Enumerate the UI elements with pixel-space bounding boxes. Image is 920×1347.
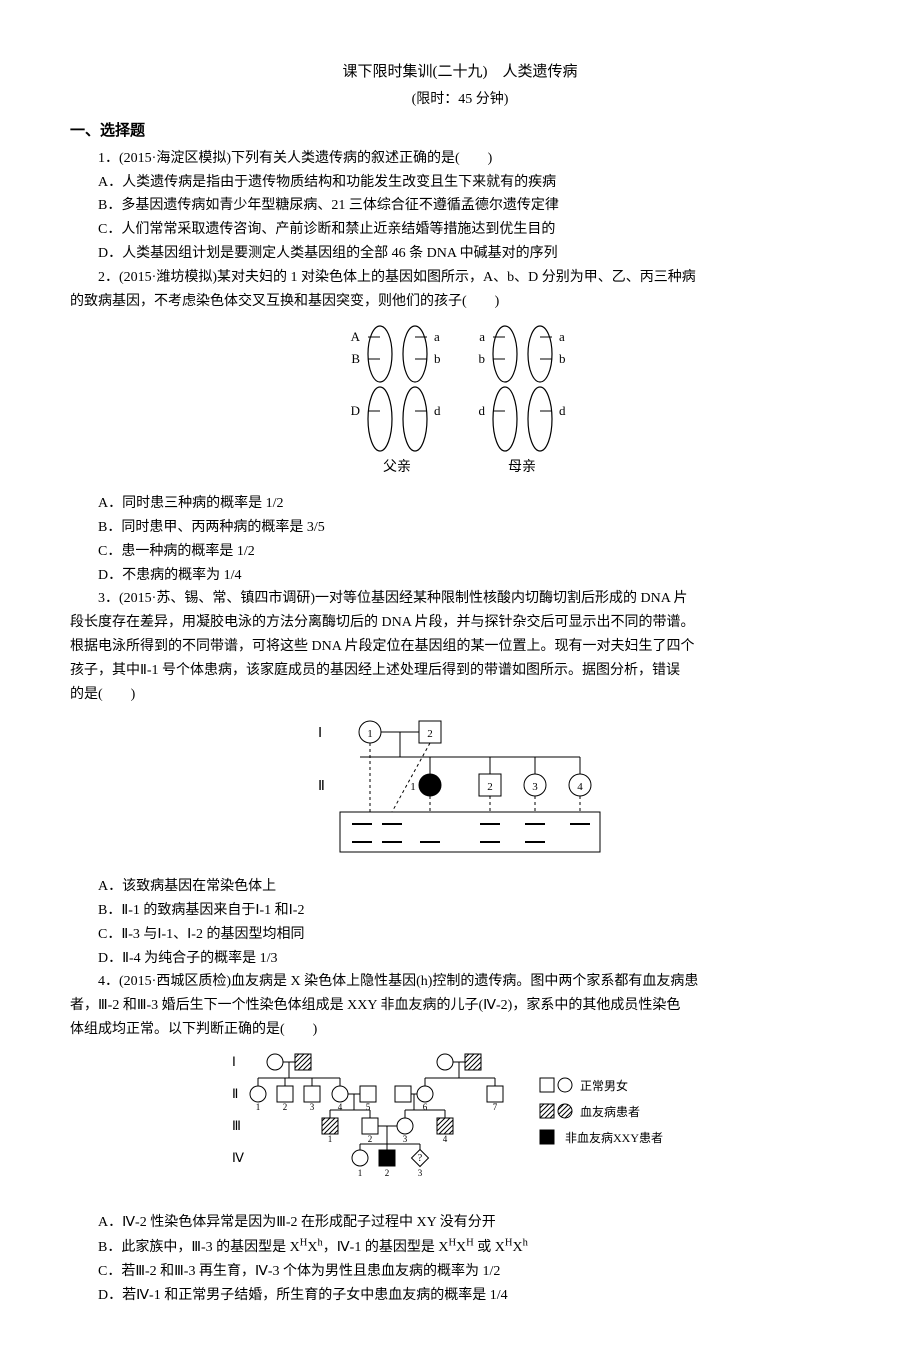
lbl: b [559, 351, 566, 366]
q4-stem-line1: 4．(2015·西城区质检)血友病是 X 染色体上隐性基因(h)控制的遗传病。图… [70, 970, 850, 994]
svg-text:1: 1 [358, 1168, 363, 1178]
q4-optC: C．若Ⅲ-2 和Ⅲ-3 再生育，Ⅳ-3 个体为男性且患血友病的概率为 1/2 [70, 1260, 850, 1284]
svg-text:3: 3 [310, 1102, 315, 1112]
q3-figure: Ⅰ Ⅱ 1 2 1 2 3 4 [70, 712, 850, 871]
lbl: d [434, 403, 441, 418]
svg-text:3: 3 [532, 781, 538, 793]
svg-text:1: 1 [256, 1102, 261, 1112]
doc-title: 课下限时集训(二十九) 人类遗传病 [70, 60, 850, 86]
q1-optD: D．人类基因组计划是要测定人类基因组的全部 46 条 DNA 中碱基对的序列 [70, 242, 850, 266]
caption-mother: 母亲 [508, 459, 536, 475]
lbl: D [351, 403, 360, 418]
q1-stem: 1．(2015·海淀区模拟)下列有关人类遗传病的叙述正确的是( ) [70, 147, 850, 171]
q2-stem-line1: 2．(2015·潍坊模拟)某对夫妇的 1 对染色体上的基因如图所示，A、b、D … [70, 266, 850, 290]
svg-text:2: 2 [385, 1168, 390, 1178]
svg-text:Ⅰ: Ⅰ [232, 1054, 236, 1069]
svg-text:Ⅱ: Ⅱ [232, 1086, 238, 1101]
q3-optA: A．该致病基因在常染色体上 [70, 875, 850, 899]
q3-stem-line4: 孩子，其中Ⅱ-1 号个体患病，该家庭成员的基因经上述处理后得到的带谱如图所示。据… [70, 659, 850, 683]
svg-text:2: 2 [427, 728, 433, 740]
legend-normal: 正常男女 [580, 1078, 628, 1093]
q2-optA: A．同时患三种病的概率是 1/2 [70, 492, 850, 516]
q2-optC: C．患一种病的概率是 1/2 [70, 540, 850, 564]
svg-text:1: 1 [410, 781, 416, 793]
svg-text:1: 1 [328, 1134, 333, 1144]
lbl: d [559, 403, 566, 418]
q4-stem-line2: 者，Ⅲ-2 和Ⅲ-3 婚后生下一个性染色体组成是 XXY 非血友病的儿子(Ⅳ-2… [70, 994, 850, 1018]
caption-father: 父亲 [383, 459, 411, 475]
q3-optC: C．Ⅱ-3 与Ⅰ-1、Ⅰ-2 的基因型均相同 [70, 923, 850, 947]
q3-optD: D．Ⅱ-4 为纯合子的概率是 1/3 [70, 947, 850, 971]
doc-subtitle: (限时：45 分钟) [70, 88, 850, 112]
q4-optA: A．Ⅳ-2 性染色体异常是因为Ⅲ-2 在形成配子过程中 XY 没有分开 [70, 1211, 850, 1235]
legend-hemoph: 血友病患者 [580, 1104, 640, 1119]
svg-text:7: 7 [493, 1102, 498, 1112]
q4-figure: Ⅰ Ⅱ Ⅲ Ⅳ 1 2 3 4 5 1 2 6 7 3 4 1 [70, 1048, 850, 1207]
lbl: d [479, 403, 486, 418]
svg-text:3: 3 [403, 1134, 408, 1144]
section-heading: 一、选择题 [70, 119, 850, 145]
svg-text:1: 1 [367, 728, 373, 740]
svg-text:2: 2 [368, 1134, 373, 1144]
q2-figure: A a B b D d 父亲 a a b b d d 母亲 [70, 319, 850, 488]
lbl: b [479, 351, 486, 366]
lbl: A [351, 329, 361, 344]
lbl: a [559, 329, 565, 344]
q1-optB: B．多基因遗传病如青少年型糖尿病、21 三体综合征不遵循孟德尔遗传定律 [70, 194, 850, 218]
svg-text:3: 3 [418, 1168, 423, 1178]
q3-stem-line5: 的是( ) [70, 683, 850, 707]
q3-stem-line1: 3．(2015·苏、锡、常、镇四市调研)一对等位基因经某种限制性核酸内切酶切割后… [70, 587, 850, 611]
q3-optB: B．Ⅱ-1 的致病基因来自于Ⅰ-1 和Ⅰ-2 [70, 899, 850, 923]
lbl: a [434, 329, 440, 344]
svg-text:4: 4 [577, 781, 583, 793]
q4-stem-line3: 体组成均正常。以下判断正确的是( ) [70, 1018, 850, 1042]
q4-optB: B．此家族中，Ⅲ-3 的基因型是 XHXh，Ⅳ-1 的基因型是 XHXH 或 X… [70, 1234, 850, 1259]
legend-xxy: 非血友病XXY患者 [565, 1130, 663, 1145]
q2-optD: D．不患病的概率为 1/4 [70, 564, 850, 588]
lbl: B [351, 351, 360, 366]
q3-stem-line3: 根据电泳所得到的不同带谱，可将这些 DNA 片段定位在基因组的某一位置上。现有一… [70, 635, 850, 659]
q2-optB: B．同时患甲、丙两种病的概率是 3/5 [70, 516, 850, 540]
svg-text:?: ? [418, 1153, 423, 1164]
q4-optD: D．若Ⅳ-1 和正常男子结婚，所生育的子女中患血友病的概率是 1/4 [70, 1284, 850, 1308]
svg-text:2: 2 [283, 1102, 288, 1112]
q3-stem-line2: 段长度存在差异，用凝胶电泳的方法分离酶切后的 DNA 片段，并与探针杂交后可显示… [70, 611, 850, 635]
q1-optC: C．人们常常采取遗传咨询、产前诊断和禁止近亲结婚等措施达到优生目的 [70, 218, 850, 242]
gen-II: Ⅱ [318, 779, 325, 794]
q2-stem-line2: 的致病基因，不考虑染色体交叉互换和基因突变，则他们的孩子( ) [70, 290, 850, 314]
lbl: b [434, 351, 441, 366]
svg-text:2: 2 [487, 781, 493, 793]
q1-optA: A．人类遗传病是指由于遗传物质结构和功能发生改变且生下来就有的疾病 [70, 171, 850, 195]
svg-text:4: 4 [443, 1134, 448, 1144]
gen-I: Ⅰ [318, 726, 322, 741]
svg-text:Ⅳ: Ⅳ [232, 1150, 244, 1165]
lbl: a [479, 329, 485, 344]
svg-text:Ⅲ: Ⅲ [232, 1118, 241, 1133]
